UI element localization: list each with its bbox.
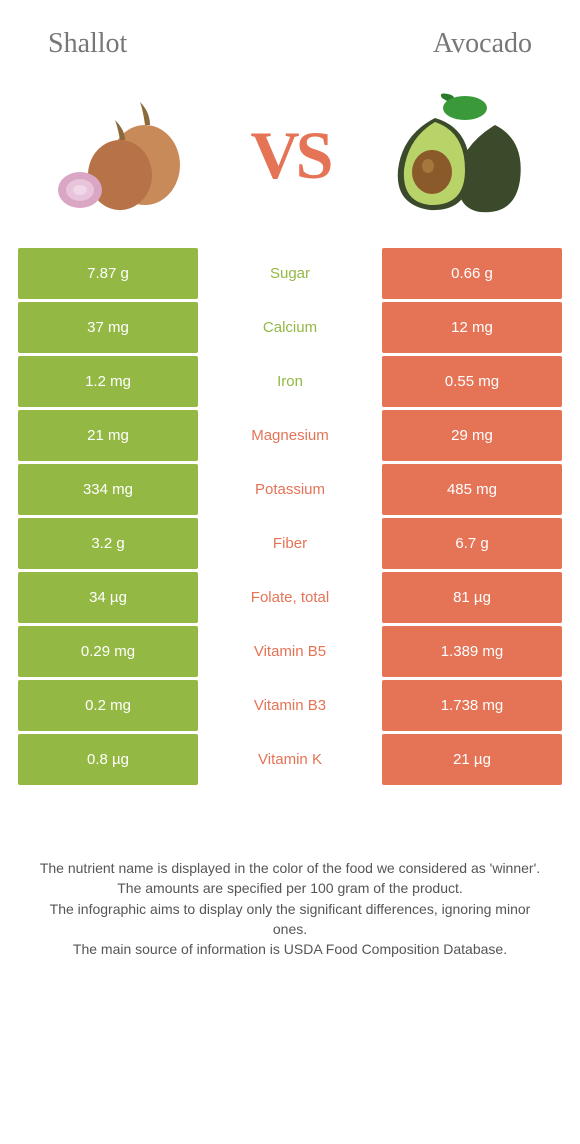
footer-line: The nutrient name is displayed in the co… <box>38 858 542 878</box>
table-row: 334 mgPotassium485 mg <box>18 464 562 515</box>
value-right: 21 µg <box>382 734 562 785</box>
title-left: Shallot <box>48 28 127 60</box>
nutrient-label: Vitamin B5 <box>198 626 382 677</box>
nutrient-label: Vitamin B3 <box>198 680 382 731</box>
value-left: 21 mg <box>18 410 198 461</box>
value-right: 1.389 mg <box>382 626 562 677</box>
value-right: 12 mg <box>382 302 562 353</box>
table-row: 0.29 mgVitamin B51.389 mg <box>18 626 562 677</box>
avocado-icon <box>380 90 530 220</box>
value-left: 1.2 mg <box>18 356 198 407</box>
comparison-table: 7.87 gSugar0.66 g37 mgCalcium12 mg1.2 mg… <box>18 248 562 785</box>
shallot-icon <box>50 90 200 220</box>
table-row: 7.87 gSugar0.66 g <box>18 248 562 299</box>
value-left: 334 mg <box>18 464 198 515</box>
value-left: 37 mg <box>18 302 198 353</box>
value-right: 1.738 mg <box>382 680 562 731</box>
table-row: 34 µgFolate, total81 µg <box>18 572 562 623</box>
value-right: 81 µg <box>382 572 562 623</box>
nutrient-label: Sugar <box>198 248 382 299</box>
value-left: 0.2 mg <box>18 680 198 731</box>
value-left: 3.2 g <box>18 518 198 569</box>
value-right: 0.66 g <box>382 248 562 299</box>
value-right: 485 mg <box>382 464 562 515</box>
nutrient-label: Iron <box>198 356 382 407</box>
nutrient-label: Potassium <box>198 464 382 515</box>
table-row: 3.2 gFiber6.7 g <box>18 518 562 569</box>
nutrient-label: Fiber <box>198 518 382 569</box>
nutrient-label: Folate, total <box>198 572 382 623</box>
table-row: 37 mgCalcium12 mg <box>18 302 562 353</box>
vs-label: VS <box>251 116 330 195</box>
footer-line: The amounts are specified per 100 gram o… <box>38 878 542 898</box>
value-left: 34 µg <box>18 572 198 623</box>
value-right: 29 mg <box>382 410 562 461</box>
table-row: 1.2 mgIron0.55 mg <box>18 356 562 407</box>
value-right: 6.7 g <box>382 518 562 569</box>
value-right: 0.55 mg <box>382 356 562 407</box>
nutrient-label: Magnesium <box>198 410 382 461</box>
table-row: 21 mgMagnesium29 mg <box>18 410 562 461</box>
food-titles: Shallot Avocado <box>18 20 562 80</box>
nutrient-label: Calcium <box>198 302 382 353</box>
footer-notes: The nutrient name is displayed in the co… <box>18 788 562 959</box>
footer-line: The infographic aims to display only the… <box>38 899 542 940</box>
value-left: 0.29 mg <box>18 626 198 677</box>
value-left: 7.87 g <box>18 248 198 299</box>
footer-line: The main source of information is USDA F… <box>38 939 542 959</box>
value-left: 0.8 µg <box>18 734 198 785</box>
hero-row: VS <box>18 80 562 248</box>
table-row: 0.8 µgVitamin K21 µg <box>18 734 562 785</box>
title-right: Avocado <box>433 28 532 60</box>
nutrient-label: Vitamin K <box>198 734 382 785</box>
table-row: 0.2 mgVitamin B31.738 mg <box>18 680 562 731</box>
